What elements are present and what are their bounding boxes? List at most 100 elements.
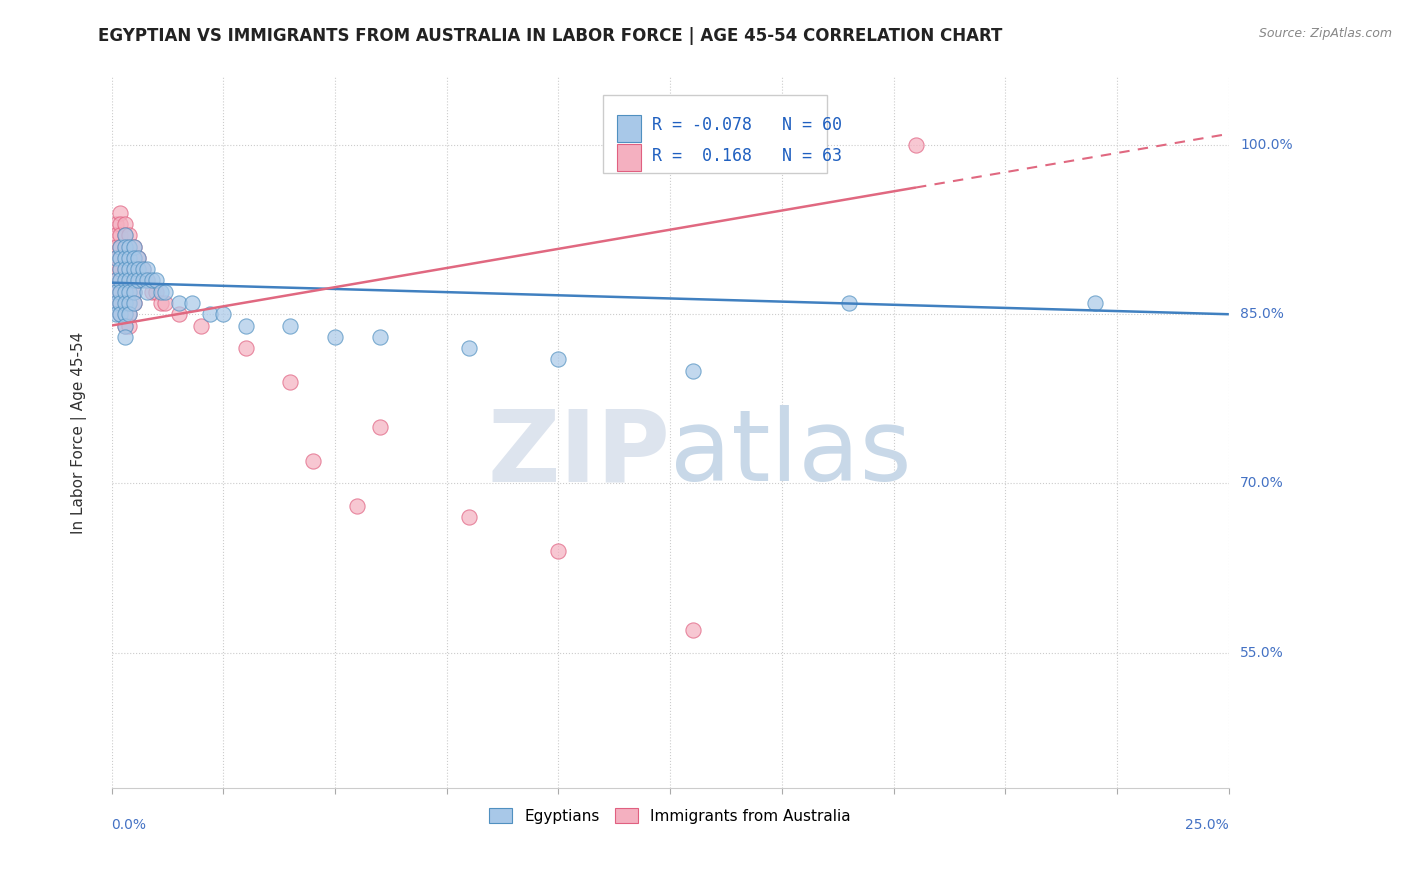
Point: [122, 285, 145, 299]
Point: [167, 296, 190, 310]
Point: [110, 296, 132, 310]
Point: [198, 307, 221, 321]
Point: [301, 454, 323, 468]
Point: [1084, 296, 1107, 310]
Point: [141, 273, 163, 287]
Point: [122, 251, 145, 265]
Point: [114, 307, 136, 321]
Point: [547, 352, 569, 367]
Point: [190, 318, 212, 333]
Point: [110, 307, 132, 321]
Point: [118, 296, 141, 310]
Point: [114, 285, 136, 299]
Point: [122, 296, 145, 310]
Point: [127, 251, 149, 265]
Point: [127, 262, 149, 277]
Point: [105, 251, 128, 265]
Point: [149, 296, 172, 310]
Point: [114, 273, 136, 287]
Point: [132, 273, 155, 287]
Point: [838, 296, 860, 310]
Point: [127, 273, 149, 287]
Point: [114, 251, 136, 265]
Point: [122, 239, 145, 253]
Point: [145, 285, 167, 299]
Point: [153, 296, 176, 310]
Point: [127, 262, 149, 277]
Point: [127, 251, 149, 265]
Point: [122, 262, 145, 277]
Point: [904, 138, 927, 153]
Point: [110, 285, 132, 299]
Point: [105, 228, 128, 243]
Point: [118, 307, 141, 321]
Point: [114, 330, 136, 344]
Point: [122, 296, 145, 310]
Text: R = -0.078   N = 60: R = -0.078 N = 60: [652, 116, 842, 134]
Point: [132, 262, 155, 277]
Point: [105, 296, 128, 310]
Point: [110, 296, 132, 310]
Point: [105, 239, 128, 253]
Point: [114, 318, 136, 333]
Point: [118, 251, 141, 265]
Point: [105, 285, 128, 299]
Text: R =  0.168   N = 63: R = 0.168 N = 63: [652, 147, 842, 165]
Point: [114, 307, 136, 321]
Point: [114, 273, 136, 287]
Point: [105, 307, 128, 321]
Point: [145, 273, 167, 287]
Point: [118, 262, 141, 277]
Point: [110, 251, 132, 265]
FancyBboxPatch shape: [617, 145, 641, 171]
Point: [110, 262, 132, 277]
Point: [118, 285, 141, 299]
Point: [114, 285, 136, 299]
Point: [118, 262, 141, 277]
Y-axis label: In Labor Force | Age 45-54: In Labor Force | Age 45-54: [72, 332, 87, 533]
Point: [235, 341, 257, 355]
Point: [136, 262, 159, 277]
Point: [118, 273, 141, 287]
Text: 0.0%: 0.0%: [111, 818, 146, 832]
Point: [212, 307, 235, 321]
Point: [167, 307, 190, 321]
Point: [682, 623, 704, 637]
Point: [114, 228, 136, 243]
Point: [110, 206, 132, 220]
Point: [110, 251, 132, 265]
Point: [118, 285, 141, 299]
Point: [105, 296, 128, 310]
Point: [547, 544, 569, 558]
Text: ZIP: ZIP: [488, 406, 671, 502]
FancyBboxPatch shape: [603, 95, 827, 173]
Point: [458, 341, 481, 355]
Point: [346, 499, 368, 513]
Point: [110, 217, 132, 231]
Point: [114, 251, 136, 265]
Point: [149, 285, 172, 299]
Point: [122, 285, 145, 299]
Point: [136, 285, 159, 299]
Point: [122, 273, 145, 287]
Text: 70.0%: 70.0%: [1240, 476, 1284, 491]
Point: [122, 262, 145, 277]
Point: [114, 262, 136, 277]
Point: [110, 239, 132, 253]
Point: [118, 251, 141, 265]
Point: [114, 262, 136, 277]
Point: [105, 262, 128, 277]
Point: [110, 273, 132, 287]
Point: [368, 420, 391, 434]
Point: [118, 228, 141, 243]
Point: [682, 363, 704, 377]
Point: [118, 273, 141, 287]
Point: [278, 375, 301, 389]
Point: [118, 307, 141, 321]
Text: Source: ZipAtlas.com: Source: ZipAtlas.com: [1258, 27, 1392, 40]
Point: [278, 318, 301, 333]
Point: [118, 318, 141, 333]
Point: [122, 251, 145, 265]
Point: [118, 296, 141, 310]
Legend: Egyptians, Immigrants from Australia: Egyptians, Immigrants from Australia: [484, 802, 858, 830]
